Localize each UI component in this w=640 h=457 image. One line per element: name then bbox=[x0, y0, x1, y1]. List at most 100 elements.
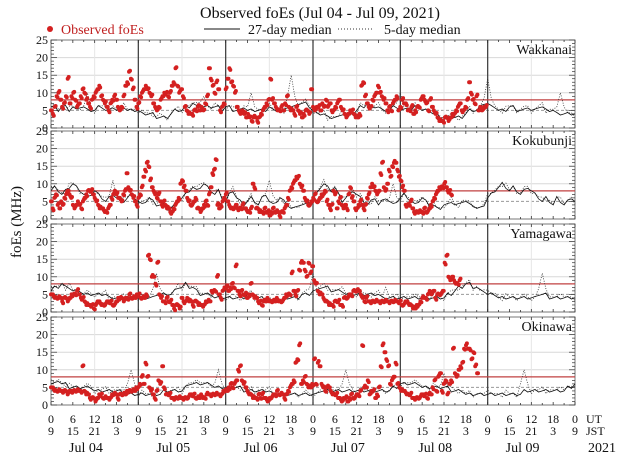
observed-point bbox=[66, 188, 71, 193]
observed-point bbox=[449, 193, 454, 198]
observed-point bbox=[81, 295, 86, 299]
observed-point bbox=[159, 380, 164, 385]
observed-point bbox=[232, 286, 237, 291]
observed-point bbox=[345, 208, 350, 213]
y-tick-label: 25 bbox=[36, 33, 48, 47]
observed-point bbox=[298, 341, 303, 346]
observed-point bbox=[171, 303, 176, 307]
observed-point bbox=[313, 191, 318, 196]
observed-point bbox=[261, 390, 266, 395]
observed-point bbox=[308, 110, 313, 115]
observed-point bbox=[384, 101, 389, 106]
observed-point bbox=[207, 66, 212, 71]
observed-point bbox=[192, 391, 197, 396]
observed-point bbox=[468, 80, 472, 85]
observed-point bbox=[402, 188, 407, 193]
observed-point bbox=[99, 391, 104, 396]
observed-point bbox=[323, 189, 328, 194]
observed-point bbox=[133, 199, 138, 204]
observed-point bbox=[103, 99, 108, 104]
x-tick-label-ut: 0 bbox=[310, 412, 316, 426]
x-tick-label-ut: 12 bbox=[351, 412, 363, 426]
observed-point bbox=[358, 113, 363, 118]
observed-point bbox=[365, 196, 370, 201]
observed-point bbox=[427, 109, 432, 114]
observed-point bbox=[382, 96, 387, 101]
observed-point bbox=[387, 363, 392, 368]
observed-point bbox=[404, 103, 409, 108]
observed-point bbox=[383, 350, 388, 355]
observed-point bbox=[350, 294, 355, 299]
observed-point bbox=[109, 298, 114, 303]
observed-point bbox=[331, 304, 336, 309]
observed-point bbox=[148, 258, 153, 263]
observed-point bbox=[367, 190, 372, 195]
observed-point bbox=[327, 385, 332, 390]
observed-point bbox=[376, 394, 380, 399]
observed-point bbox=[206, 92, 210, 97]
x-tick-label-ut: 6 bbox=[332, 412, 338, 426]
legend-observed-marker bbox=[47, 26, 53, 32]
observed-point bbox=[425, 100, 430, 105]
year-label: 2021 bbox=[588, 441, 616, 456]
series-observed bbox=[49, 252, 463, 313]
observed-point bbox=[211, 173, 216, 177]
observed-point bbox=[180, 295, 185, 300]
observed-point bbox=[316, 359, 321, 363]
observed-point bbox=[87, 101, 92, 106]
observed-point bbox=[285, 202, 290, 207]
observed-point bbox=[283, 397, 288, 402]
observed-point bbox=[440, 390, 445, 395]
observed-point bbox=[203, 396, 208, 401]
x-tick-label-ut: 0 bbox=[48, 412, 54, 426]
series-5day-median bbox=[50, 273, 576, 302]
observed-point bbox=[152, 274, 157, 279]
observed-point bbox=[461, 359, 466, 364]
observed-point bbox=[417, 105, 422, 110]
observed-point bbox=[292, 380, 297, 385]
observed-point bbox=[53, 104, 58, 108]
observed-point bbox=[328, 208, 333, 213]
x-tick-label-ut: 18 bbox=[198, 412, 210, 426]
observed-point bbox=[81, 363, 86, 368]
y-tick-label: 15 bbox=[36, 252, 48, 266]
observed-point bbox=[61, 301, 66, 306]
observed-point bbox=[154, 283, 159, 288]
observed-point bbox=[116, 397, 121, 402]
observed-point bbox=[371, 98, 376, 103]
observed-point bbox=[325, 197, 330, 202]
y-tick-label: 15 bbox=[36, 68, 48, 82]
observed-point bbox=[72, 89, 77, 94]
observed-point bbox=[174, 65, 179, 70]
y-tick-label: 20 bbox=[36, 51, 48, 65]
observed-point bbox=[278, 215, 283, 220]
observed-point bbox=[390, 109, 394, 114]
observed-point bbox=[149, 176, 153, 181]
observed-point bbox=[113, 92, 118, 97]
observed-point bbox=[146, 374, 151, 378]
observed-point bbox=[255, 295, 260, 300]
observed-point bbox=[429, 96, 433, 101]
observed-point bbox=[441, 288, 446, 293]
observed-point bbox=[282, 108, 287, 113]
y-tick-label: 15 bbox=[36, 345, 48, 359]
observed-point bbox=[324, 98, 329, 103]
observed-point bbox=[57, 89, 62, 93]
observed-point bbox=[191, 304, 196, 309]
observed-point bbox=[183, 104, 188, 108]
observed-point bbox=[168, 89, 173, 93]
observed-point bbox=[389, 173, 394, 178]
observed-point bbox=[213, 91, 218, 96]
observed-point bbox=[335, 206, 340, 211]
observed-point bbox=[153, 397, 158, 402]
observed-point bbox=[234, 262, 239, 267]
observed-point bbox=[396, 169, 401, 174]
observed-point bbox=[411, 206, 416, 211]
observed-point bbox=[66, 75, 71, 79]
observed-point bbox=[120, 105, 125, 110]
observed-point bbox=[296, 173, 301, 178]
observed-point bbox=[145, 159, 150, 164]
observed-point bbox=[433, 377, 438, 382]
observed-point bbox=[451, 274, 456, 279]
observed-point bbox=[222, 102, 227, 107]
